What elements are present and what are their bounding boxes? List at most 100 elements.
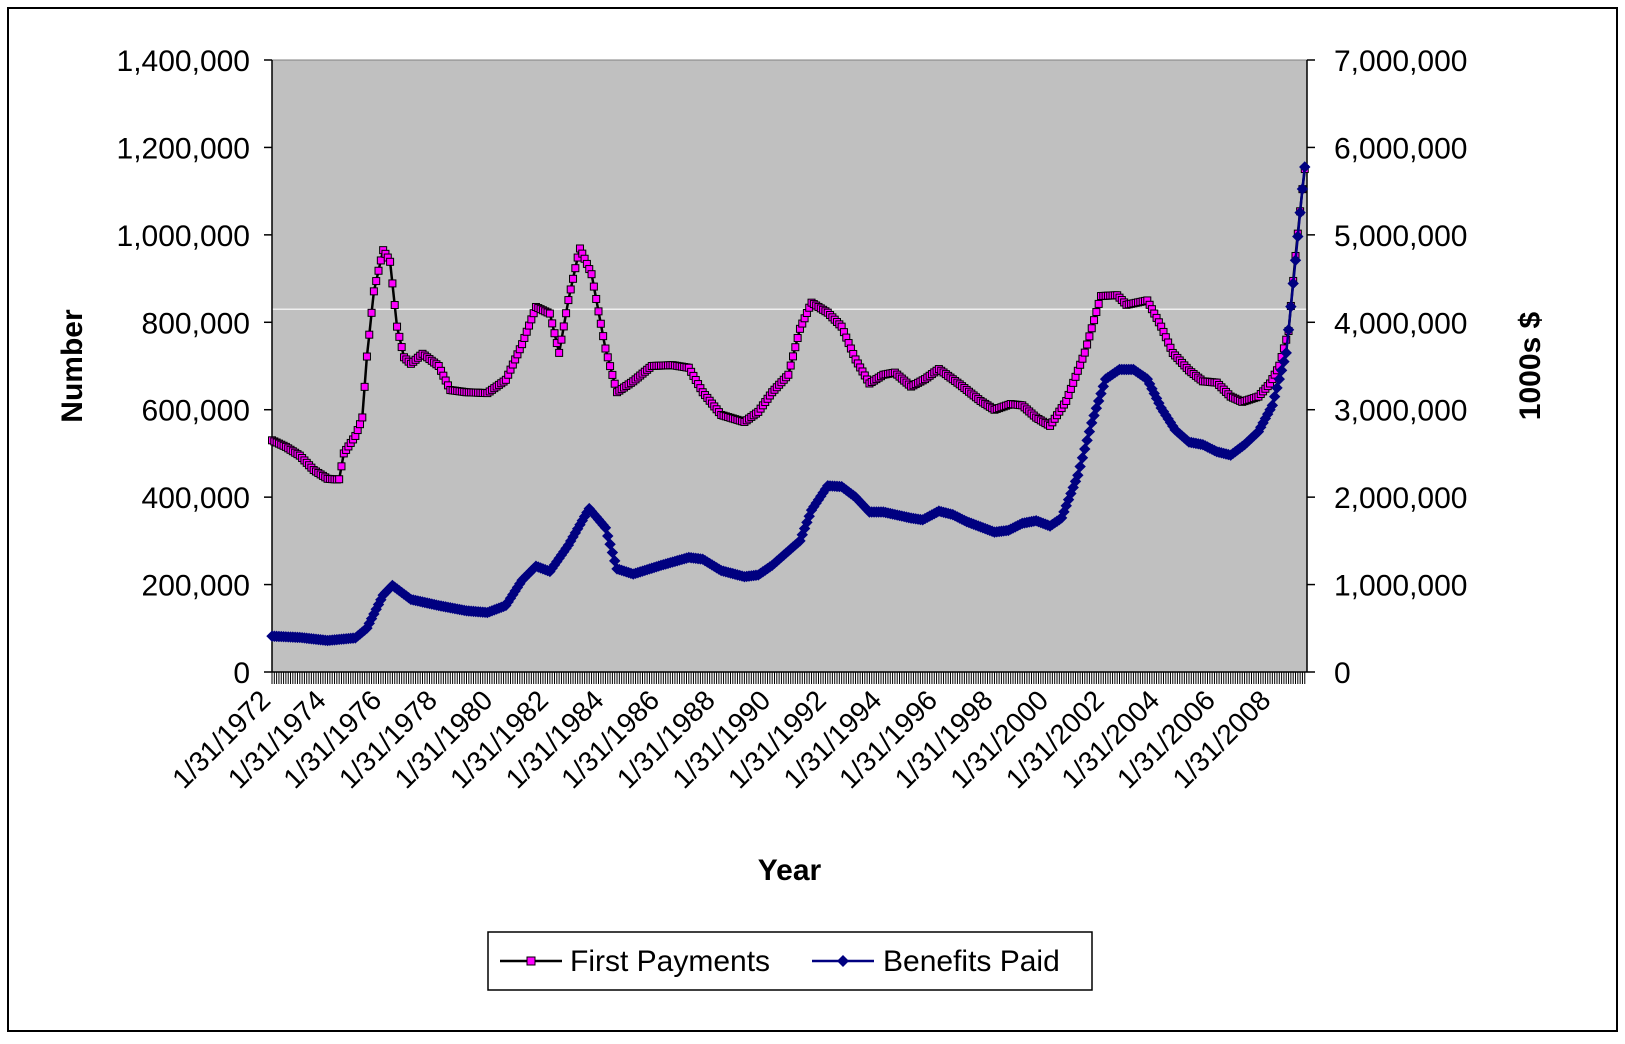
axes-layer <box>264 59 1315 684</box>
data-point <box>601 344 610 353</box>
data-point <box>793 334 802 343</box>
data-point <box>1092 308 1101 317</box>
data-point <box>566 285 575 294</box>
data-point <box>1076 452 1089 464</box>
x-axis-title: Year <box>758 854 822 887</box>
data-point <box>555 348 564 357</box>
y-tick-right-label: 4,000,000 <box>1334 307 1467 340</box>
legend-entry-first-payments: First Payments <box>500 945 770 978</box>
data-point <box>1268 390 1281 403</box>
data-point <box>559 322 568 331</box>
data-point <box>372 277 381 286</box>
y-axis-left-title: Number <box>56 309 89 423</box>
data-point <box>610 379 619 388</box>
legend-box <box>487 931 1093 991</box>
legend-marker-first-payments <box>526 956 536 966</box>
series-benefits-paid <box>266 161 1311 647</box>
data-point <box>1083 340 1092 349</box>
data-point <box>1095 387 1107 400</box>
data-point <box>1296 183 1309 195</box>
data-point <box>1273 373 1285 385</box>
data-point <box>571 264 580 273</box>
data-point <box>1074 460 1086 473</box>
data-point <box>789 352 798 361</box>
data-point <box>550 329 559 338</box>
legend: First Payments Benefits Paid <box>487 931 1093 991</box>
y-tick-right-label: 5,000,000 <box>1334 220 1467 253</box>
data-point <box>1087 324 1096 333</box>
data-point <box>1072 469 1084 481</box>
data-point <box>386 257 395 266</box>
data-point <box>397 343 406 352</box>
data-point <box>562 309 571 318</box>
data-point <box>596 319 605 328</box>
data-point <box>362 352 371 361</box>
legend-entry-benefits-paid: Benefits Paid <box>812 945 1060 978</box>
data-point <box>393 322 402 331</box>
y-tick-right-label: 6,000,000 <box>1334 132 1467 165</box>
data-point <box>587 270 596 279</box>
data-point <box>376 256 385 265</box>
data-point <box>545 309 554 318</box>
data-point <box>608 370 617 379</box>
data-point <box>355 420 364 429</box>
data-point <box>1083 425 1096 438</box>
y-tick-left-label: 200,000 <box>142 570 250 603</box>
data-point <box>791 343 800 352</box>
y-tick-left-label: 1,000,000 <box>117 220 250 253</box>
legend-marker-benefits-paid <box>837 955 849 967</box>
y-tick-right-label: 2,000,000 <box>1334 482 1467 515</box>
data-point <box>1289 254 1302 267</box>
data-point <box>367 308 376 317</box>
data-point <box>1292 230 1304 243</box>
data-point <box>1090 316 1099 325</box>
data-point <box>1090 402 1103 414</box>
legend-label-benefits-paid: Benefits Paid <box>883 945 1060 978</box>
data-point <box>564 296 573 305</box>
data-point <box>1285 300 1297 313</box>
data-point <box>1081 434 1093 447</box>
data-point <box>1280 347 1292 359</box>
y-tick-right-label: 7,000,000 <box>1334 45 1467 78</box>
data-point <box>1278 355 1290 368</box>
data-point <box>337 462 346 471</box>
data-point <box>1266 399 1279 412</box>
data-point <box>1287 277 1299 290</box>
data-point <box>603 353 612 362</box>
data-point <box>784 370 793 379</box>
data-point <box>374 266 383 275</box>
data-point <box>1079 443 1091 455</box>
data-point <box>388 279 397 288</box>
data-point <box>1094 299 1103 308</box>
data-point <box>589 282 598 291</box>
data-point <box>594 307 603 316</box>
series-layer <box>266 161 1311 647</box>
data-point <box>1271 382 1283 394</box>
data-point <box>786 361 795 370</box>
y-tick-left-label: 1,200,000 <box>117 132 250 165</box>
y-tick-left-label: 0 <box>233 657 250 690</box>
data-point <box>360 382 369 391</box>
y-tick-right-label: 0 <box>1334 657 1351 690</box>
data-point <box>592 294 601 303</box>
data-point <box>599 332 608 341</box>
data-point <box>557 335 566 344</box>
y-tick-right-label: 3,000,000 <box>1334 395 1467 428</box>
y-tick-left-label: 600,000 <box>142 395 250 428</box>
data-point <box>606 362 615 371</box>
data-point <box>1294 206 1306 219</box>
y-tick-left-label: 800,000 <box>142 307 250 340</box>
data-point <box>1080 348 1089 357</box>
data-point <box>335 475 344 484</box>
data-point <box>569 274 578 283</box>
y-tick-left-label: 400,000 <box>142 482 250 515</box>
legend-label-first-payments: First Payments <box>570 945 770 978</box>
y-axis-right-title: 1000s $ <box>1514 311 1547 420</box>
y-tick-left-label: 1,400,000 <box>117 45 250 78</box>
data-point <box>395 332 404 341</box>
data-point <box>390 301 399 310</box>
data-point <box>1299 161 1311 173</box>
data-point <box>1085 332 1094 341</box>
